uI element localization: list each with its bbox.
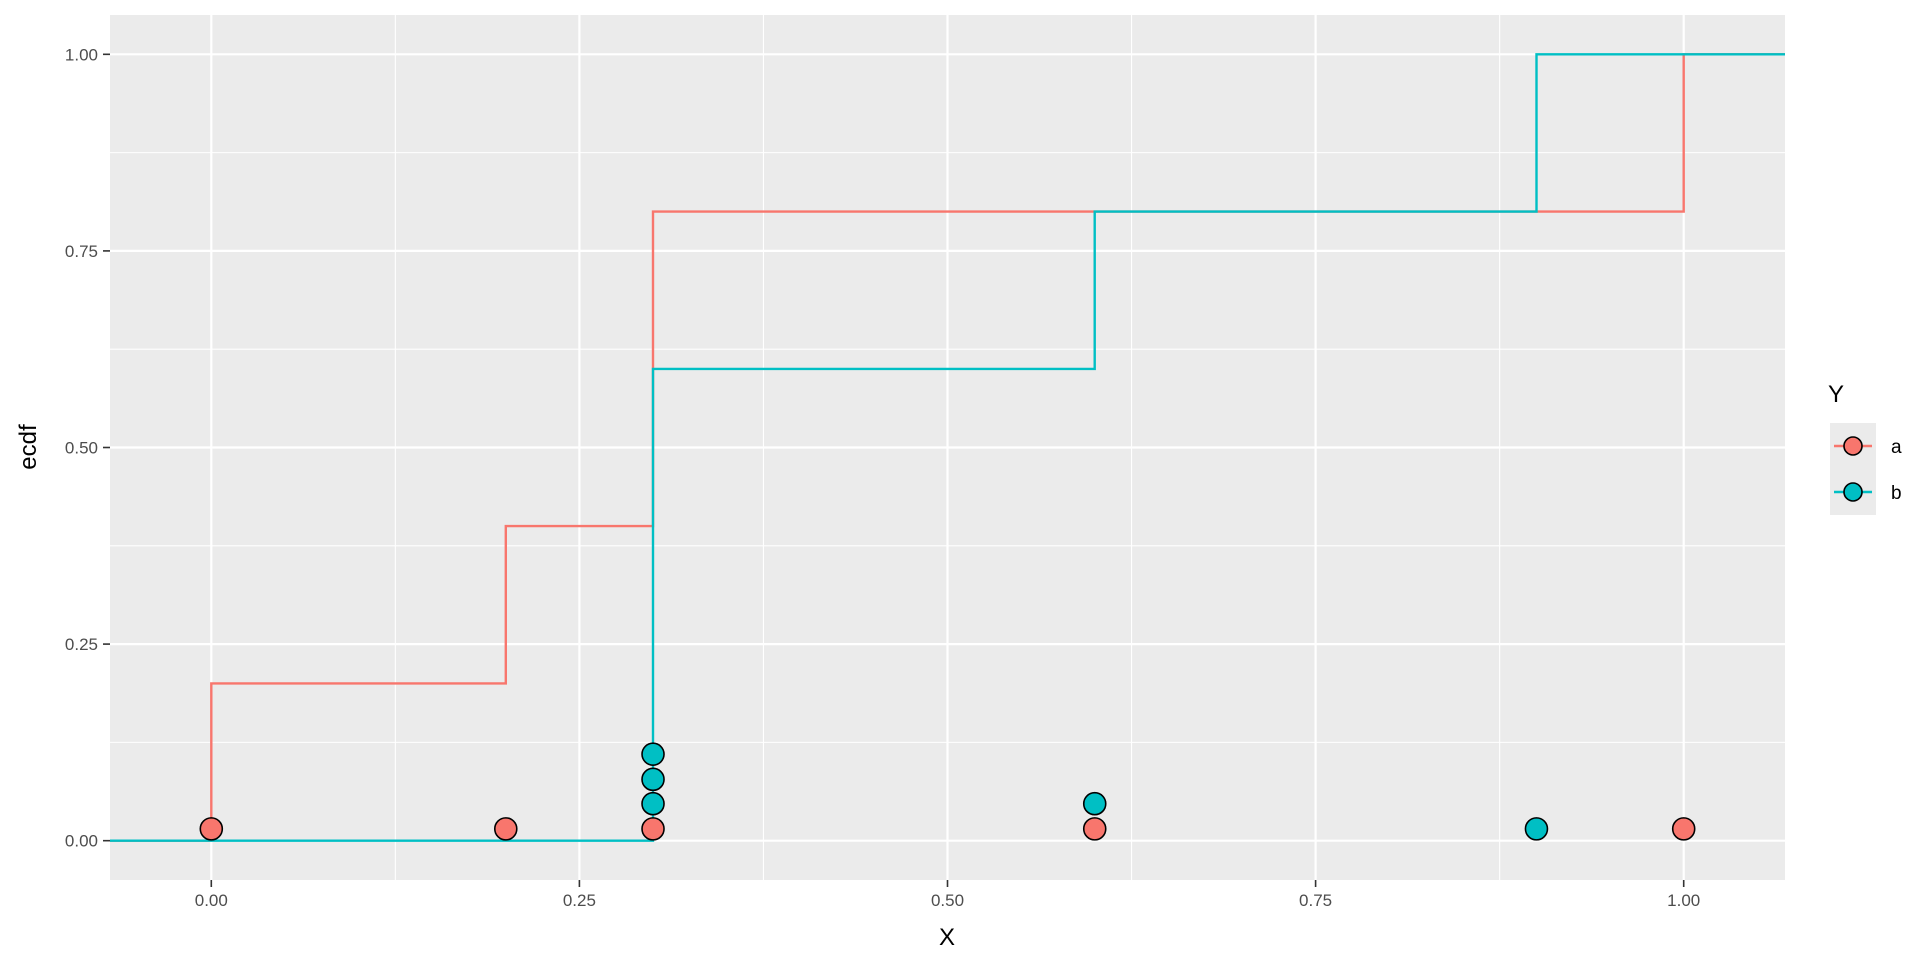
legend-point xyxy=(1843,482,1863,502)
legend-label: a xyxy=(1891,437,1902,458)
point-a xyxy=(641,817,665,841)
legend-entry-a: a xyxy=(1830,423,1902,469)
x-tick-label: 0.75 xyxy=(1299,891,1332,910)
y-tick-label: 0.75 xyxy=(65,242,98,261)
y-tick-label: 0.25 xyxy=(65,635,98,654)
y-tick-label: 0.00 xyxy=(65,832,98,851)
y-tick-label: 1.00 xyxy=(65,45,98,64)
point-b xyxy=(641,791,665,816)
x-axis-title: X xyxy=(939,924,955,951)
y-axis-title: ecdf xyxy=(15,424,42,470)
data-points xyxy=(199,742,1696,841)
point-a xyxy=(1671,817,1696,841)
point-a xyxy=(1082,817,1107,841)
legend-entry-b: b xyxy=(1830,469,1902,515)
legend-point xyxy=(1843,436,1863,456)
point-a xyxy=(199,817,224,841)
ecdf-line-a xyxy=(110,53,1785,842)
point-b xyxy=(1524,817,1549,841)
x-tick-label: 0.00 xyxy=(195,891,228,910)
point-a xyxy=(493,817,518,841)
legend-title: Y xyxy=(1828,381,1844,408)
x-tick-label: 1.00 xyxy=(1667,891,1700,910)
legend-label: b xyxy=(1891,483,1902,504)
point-b xyxy=(1082,791,1107,816)
x-tick-label: 0.50 xyxy=(931,891,964,910)
point-b xyxy=(641,767,665,792)
axes: 0.00 0.25 0.50 0.75 1.00 0.00 0.25 0.50 0.75 1.00 xyxy=(65,45,1700,910)
x-tick-label: 0.25 xyxy=(563,891,596,910)
legend: Y a b xyxy=(1828,381,1902,515)
y-tick-label: 0.50 xyxy=(65,439,98,458)
point-b xyxy=(641,742,665,766)
